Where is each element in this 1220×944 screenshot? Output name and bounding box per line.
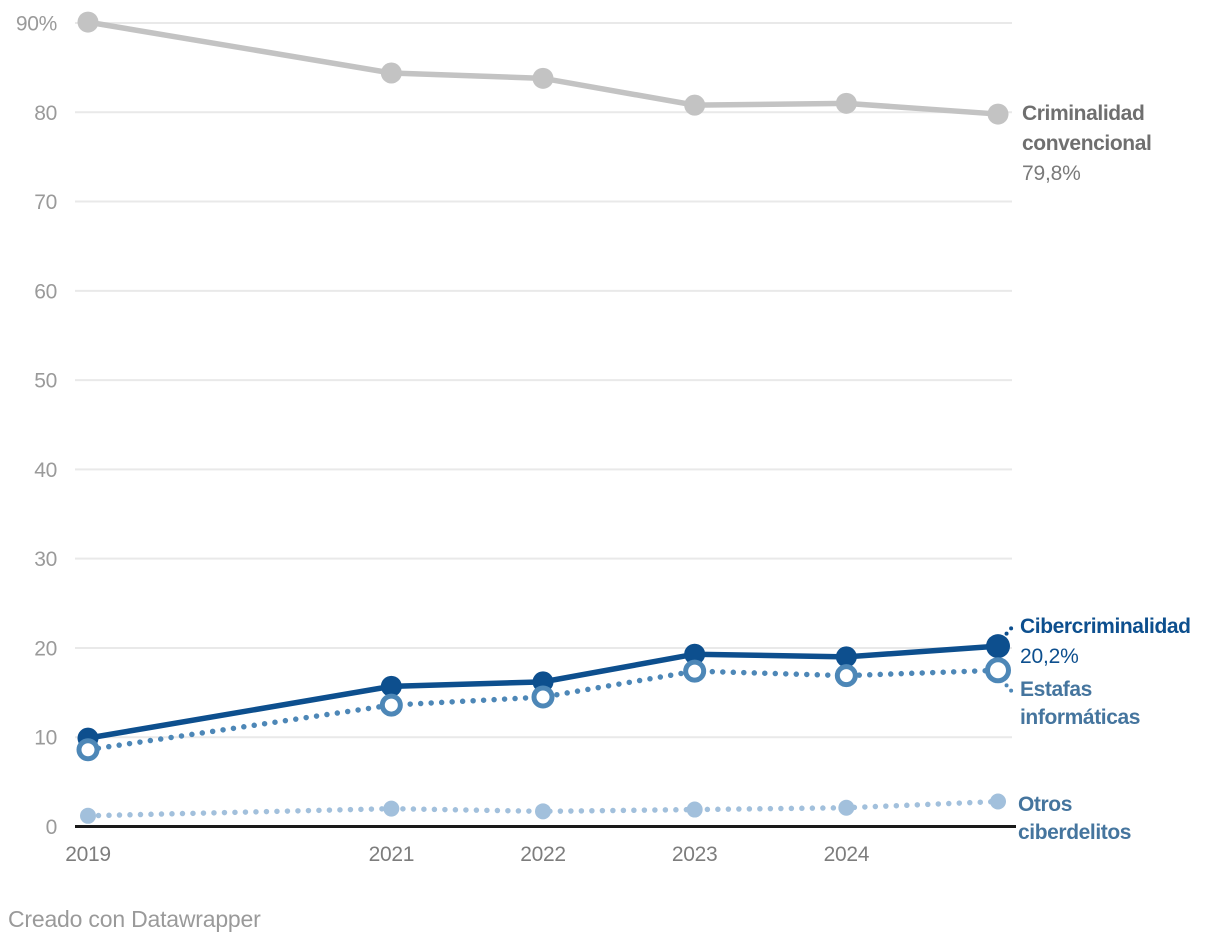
series-end-value: 79,8% — [1022, 162, 1081, 185]
series-label-criminalidad-convencional: Criminalidad convencional 79,8% — [1022, 99, 1152, 189]
series-line-criminalidad-convencional — [87, 19, 999, 117]
series-point-estafas-informaticas-2022 — [531, 685, 555, 709]
y-tick-label-0: 0 — [46, 816, 57, 839]
y-tick-label-50: 50 — [34, 370, 57, 393]
series-label-line1: Cibercriminalidad — [1020, 615, 1191, 638]
series-line-estafas-informaticas — [85, 667, 1001, 753]
series-point-otros-ciberdelitos-2023 — [686, 801, 703, 818]
y-tick-label-40: 40 — [34, 459, 57, 482]
x-tick-label-2019: 2019 — [65, 843, 111, 866]
series-label-line2: convencional — [1022, 132, 1152, 155]
series-point-criminalidad-convencional-2022 — [532, 67, 554, 89]
series-label-cibercriminalidad: Cibercriminalidad 20,2% — [1020, 612, 1191, 672]
series-point-otros-ciberdelitos-2024 — [838, 799, 855, 816]
y-tick-label-60: 60 — [34, 280, 57, 303]
x-tick-label-2021: 2021 — [369, 843, 415, 866]
series-point-estafas-informaticas-2025 — [985, 657, 1011, 684]
y-tick-label-30: 30 — [34, 548, 57, 571]
y-tick-label-10: 10 — [34, 727, 57, 750]
series-point-cibercriminalidad-2023 — [684, 643, 706, 665]
series-line-otros-ciberdelitos — [85, 798, 1001, 819]
series-point-criminalidad-convencional-2019 — [77, 11, 99, 33]
series-label-estafas-informaticas: Estafas informáticas — [1020, 676, 1140, 732]
series-point-criminalidad-convencional-2025 — [987, 103, 1009, 125]
series-end-value: 20,2% — [1020, 645, 1079, 668]
series-point-criminalidad-convencional-2021 — [380, 62, 402, 84]
series-point-estafas-informaticas-2021 — [379, 693, 403, 717]
label-connector-estafas — [1000, 678, 1016, 696]
series-point-cibercriminalidad-2025 — [986, 634, 1010, 659]
series-point-cibercriminalidad-2021 — [380, 675, 402, 697]
y-tick-label-70: 70 — [34, 191, 57, 214]
series-line-cibercriminalidad — [87, 643, 999, 741]
y-tick-label-80: 80 — [34, 102, 57, 125]
x-tick-label-2024: 2024 — [824, 843, 870, 866]
x-tick-label-2022: 2022 — [520, 843, 566, 866]
y-tick-label-20: 20 — [34, 637, 57, 660]
x-tick-label-2023: 2023 — [672, 843, 718, 866]
series-label-line1: Estafas — [1020, 678, 1092, 701]
series-point-estafas-informaticas-2024 — [834, 664, 858, 688]
series-label-line2: informáticas — [1020, 706, 1141, 729]
series-point-otros-ciberdelitos-2019 — [80, 807, 96, 824]
series-point-otros-ciberdelitos-2025 — [990, 793, 1006, 810]
series-label-line1: Otros — [1018, 793, 1073, 816]
series-point-otros-ciberdelitos-2022 — [535, 803, 551, 820]
y-tick-label-90: 90% — [16, 13, 57, 36]
series-point-criminalidad-convencional-2024 — [835, 92, 857, 114]
series-point-criminalidad-convencional-2023 — [684, 94, 706, 116]
series-point-cibercriminalidad-2024 — [835, 646, 857, 668]
series-point-otros-ciberdelitos-2021 — [383, 800, 400, 817]
series-point-estafas-informaticas-2019 — [76, 738, 100, 762]
series-label-line2: ciberdelitos — [1018, 821, 1132, 844]
credit-line: Creado con Datawrapper — [8, 906, 261, 932]
label-connector-cibercriminalidad — [1000, 623, 1016, 641]
series-label-otros-ciberdelitos: Otros ciberdelitos — [1018, 791, 1131, 847]
series-label-line1: Criminalidad — [1022, 102, 1145, 125]
series-point-estafas-informaticas-2023 — [683, 659, 707, 683]
